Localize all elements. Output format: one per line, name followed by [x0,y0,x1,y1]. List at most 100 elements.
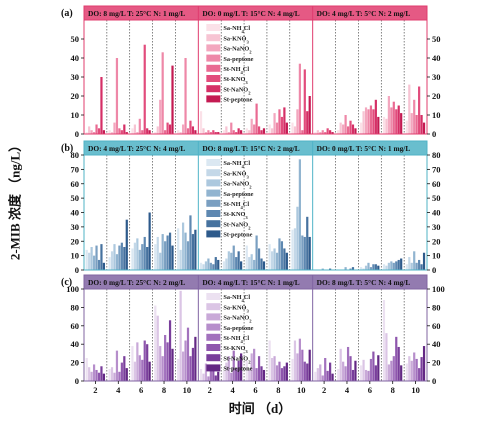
bar-Sa-NaNO2 [136,238,139,270]
panel-header-bg [312,6,427,20]
bar-Sa-KNO3 [133,361,137,381]
bar-St-NaNO2 [306,363,309,381]
bar-Sa-peptone [298,63,301,135]
bar-St-NaNO2 [329,362,332,381]
bar-Sa-KNO3 [270,358,274,381]
bar-St-NH4Cl [346,346,350,381]
bar-Sa-KNO3 [339,348,342,381]
bar-St-peptone [262,128,266,134]
bar-Sa-NaNO2 [227,356,230,381]
bar-St-NH4Cl [392,356,395,381]
legend-label: St-NaNO2 [223,355,251,364]
bar-St-NaNO2 [420,357,423,381]
legend-swatch [206,210,221,217]
bar-St-KNO3 [349,120,352,134]
bar-Sa-KNO3 [110,132,114,134]
bar-Sa-peptone [413,99,416,134]
x-tick-label: 4 [116,385,121,395]
bar-Sa-NaNO2 [204,261,208,270]
bar-St-peptone [285,122,288,134]
bar-St-peptone [354,128,357,134]
bar-Sa-NaNO2 [250,254,253,270]
bar-St-peptone [102,262,106,270]
bar-St-KNO3 [395,336,398,381]
bar-St-KNO3 [166,342,169,381]
y-tick-label-right: 20 [432,236,441,246]
bar-Sa-NH4Cl [177,130,180,134]
bar-St-NH4Cl [186,128,190,134]
bar-Sa-peptone [298,159,301,270]
bar-St-NaNO2 [146,247,149,270]
y-tick-label: 40 [71,339,80,349]
panel-header: DO: 8 mg/L T: 5°C N: 4 mg/L [317,278,411,287]
y-tick-label: 60 [71,179,80,189]
bar-St-KNO3 [189,215,192,270]
y-tick-label-right: 50 [432,34,441,44]
bar-Sa-KNO3 [156,126,159,134]
bar-St-KNO3 [235,368,238,381]
legend-label: St-peptone [223,97,252,104]
bar-St-peptone [217,259,220,270]
bar-Sa-KNO3 [179,249,182,270]
bar-Sa-NH4Cl [382,300,386,381]
bar-Sa-NH4Cl [154,244,157,270]
bar-Sa-KNO3 [202,128,205,134]
bar-Sa-NH4Cl [360,122,363,134]
x-tick-label: 6 [139,385,143,395]
y-tick-label: 30 [71,222,80,232]
bar-St-NH4Cl [324,358,327,381]
bar-Sa-KNO3 [225,362,228,381]
bar-Sa-NH4Cl [85,132,88,134]
bar-St-peptone [422,122,426,134]
bar-St-NaNO2 [397,105,400,134]
bar-St-NH4Cl [164,335,167,381]
legend-swatch [206,354,221,362]
bar-Sa-KNO3 [270,128,274,134]
bar-Sa-KNO3 [110,367,114,381]
bar-St-peptone [377,265,380,270]
bar-St-NH4Cl [255,235,258,270]
bar-Sa-NaNO2 [319,132,322,134]
bar-Sa-peptone [321,268,324,270]
bar-St-NaNO2 [260,258,263,270]
bar-Sa-NaNO2 [159,346,162,381]
bar-St-NaNO2 [397,346,400,381]
bar-St-NH4Cl [278,109,281,134]
panel-header-bg [84,6,199,20]
bar-Sa-NH4Cl [405,264,408,270]
bar-St-KNO3 [349,356,352,381]
x-tick-label: 10 [183,385,192,395]
bar-St-KNO3 [212,130,215,134]
y-tick-label: 30 [71,72,80,82]
legend-swatch [206,313,221,321]
bar-St-NH4Cl [95,245,98,270]
y-tick-label: 60 [71,321,80,331]
y-tick-label-right: 50 [432,193,441,203]
bar-St-KNO3 [166,235,169,270]
bar-St-NH4Cl [301,349,304,381]
legend-swatch [206,220,221,228]
bar-Sa-NaNO2 [410,113,413,134]
bar-Sa-peptone [230,122,233,134]
bar-Sa-NaNO2 [90,371,93,381]
bar-Sa-NH4Cl [177,358,180,381]
bar-Sa-NH4Cl [268,340,271,381]
bar-Sa-NaNO2 [410,262,413,270]
panel-header-bg [312,275,427,289]
legend-label: St-NaNO2 [223,86,251,95]
bar-St-peptone [400,258,403,270]
bar-St-NaNO2 [168,124,172,134]
bar-Sa-NaNO2 [136,342,139,381]
bar-Sa-KNO3 [408,356,411,381]
bar-St-peptone [102,373,106,381]
bar-St-KNO3 [257,126,261,134]
bar-St-NaNO2 [329,268,332,270]
bar-Sa-NaNO2 [342,124,345,134]
bar-St-NaNO2 [191,234,195,270]
bar-Sa-NH4Cl [360,365,363,381]
bar-Sa-KNO3 [339,122,342,134]
y-tick-label-right: 20 [432,358,441,368]
bar-St-NH4Cl [164,241,167,270]
